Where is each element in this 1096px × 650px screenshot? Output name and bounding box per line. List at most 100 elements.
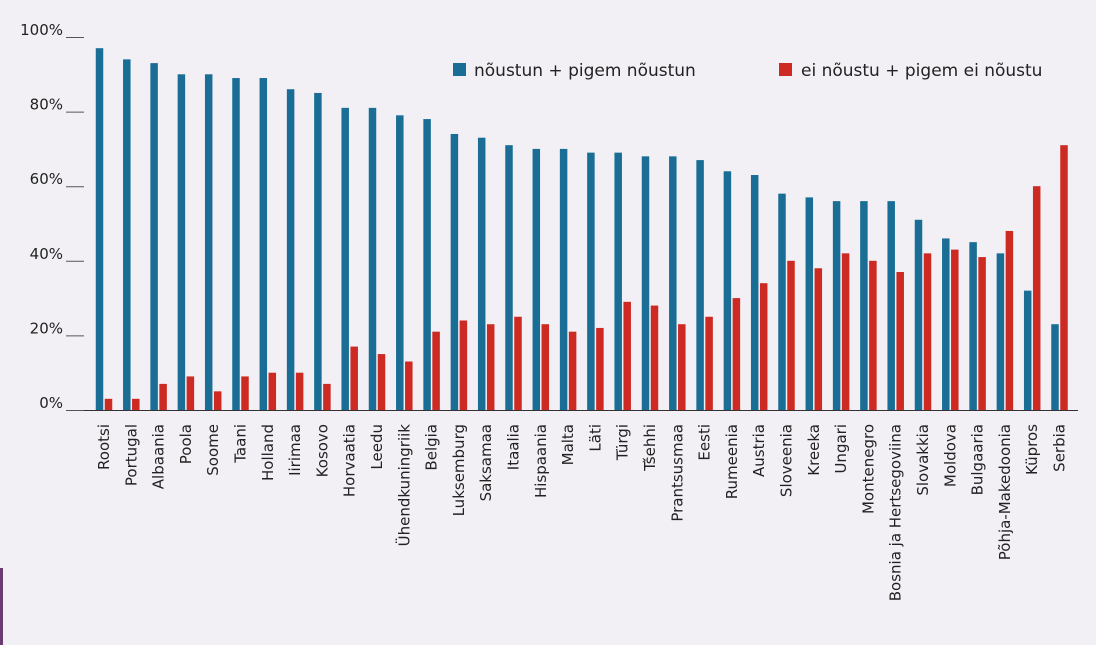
bar-agree-1	[95, 48, 104, 410]
x-tick-label: Bulgaaria	[969, 424, 987, 495]
bar-disagree-10	[350, 346, 358, 410]
x-tick-label: Türgi	[614, 424, 632, 461]
x-tick-label: Tšehhi	[641, 424, 659, 472]
bar-agree-15	[477, 137, 486, 410]
legend-label-agree: nõustun + pigem nõustun	[474, 61, 696, 81]
bar-agree-16	[505, 145, 513, 411]
x-tick-label: Rumeenia	[723, 424, 741, 499]
bar-disagree-2	[132, 398, 140, 410]
bar-agree-30	[887, 201, 895, 410]
bar-disagree-31	[923, 253, 932, 410]
bar-agree-33	[969, 242, 977, 410]
bar-agree-34	[996, 253, 1005, 410]
x-tick-label: Montenegro	[859, 424, 877, 514]
x-tick-label: Holland	[259, 424, 277, 481]
x-tick-label: Hispaania	[532, 424, 550, 498]
bar-disagree-14	[459, 320, 468, 410]
bar-disagree-15	[486, 324, 495, 410]
bar-agree-26	[778, 193, 786, 410]
x-tick-label: Soome	[204, 424, 222, 476]
bar-disagree-34	[1005, 230, 1014, 410]
x-tick-label: Albaania	[150, 424, 168, 489]
bar-disagree-21	[650, 305, 659, 410]
x-tick-label: Portugal	[122, 424, 140, 486]
bar-disagree-9	[323, 383, 331, 410]
bar-disagree-23	[705, 316, 713, 410]
x-tick-label: Ühendkuningriik	[394, 424, 413, 547]
bar-disagree-11	[377, 354, 386, 410]
legend-label-disagree: ei nõustu + pigem ei nõustu	[801, 61, 1042, 81]
x-tick-label: Põhja-Makedoonia	[996, 424, 1014, 560]
bar-agree-23	[696, 160, 704, 410]
x-tick-label: Läti	[586, 424, 604, 452]
x-tick-label: Bosnia ja Hertsegoviina	[887, 424, 905, 601]
bar-agree-36	[1051, 324, 1059, 410]
bar-disagree-6	[241, 376, 249, 410]
bar-disagree-33	[978, 257, 986, 410]
x-tick-label: Küpros	[1023, 424, 1041, 475]
x-tick-label: Austria	[750, 424, 768, 477]
bar-agree-2	[123, 59, 131, 410]
bar-disagree-24	[732, 298, 741, 410]
bar-agree-32	[942, 238, 950, 410]
x-tick-label: Iirimaa	[286, 424, 304, 476]
x-tick-label: Kreeka	[805, 424, 823, 476]
bar-disagree-18	[568, 331, 577, 410]
bar-agree-35	[1023, 290, 1032, 410]
bar-agree-9	[314, 92, 322, 410]
x-tick-label: Taani	[232, 424, 250, 464]
y-tick-label: 0%	[39, 394, 63, 412]
bar-agree-14	[450, 133, 459, 411]
bar-disagree-29	[869, 260, 877, 410]
y-tick-label: 60%	[30, 170, 63, 188]
bar-disagree-5	[213, 391, 222, 410]
bar-agree-27	[805, 197, 814, 410]
bar-disagree-27	[814, 268, 823, 410]
x-tick-label: Serbia	[1051, 424, 1069, 472]
bar-agree-6	[232, 78, 240, 410]
bar-disagree-13	[432, 331, 440, 410]
x-tick-label: Itaalia	[505, 424, 523, 470]
bar-agree-25	[750, 175, 759, 410]
bar-disagree-32	[951, 249, 959, 410]
bar-agree-12	[396, 115, 404, 410]
bar-disagree-26	[787, 260, 795, 410]
legend-swatch-disagree	[779, 63, 792, 76]
bar-agree-4	[177, 74, 186, 411]
bar-disagree-28	[841, 253, 850, 410]
bar-agree-24	[723, 171, 732, 410]
bar-disagree-4	[186, 376, 195, 410]
y-tick-label: 20%	[30, 319, 63, 337]
bar-agree-19	[587, 152, 595, 410]
bar-disagree-17	[541, 324, 550, 410]
bar-agree-5	[204, 74, 213, 411]
bar-disagree-16	[514, 316, 522, 410]
x-tick-label: Saksamaa	[477, 424, 495, 501]
bar-agree-11	[368, 107, 377, 411]
bar-disagree-35	[1032, 186, 1041, 410]
x-tick-label: Prantsusmaa	[668, 424, 686, 522]
x-tick-label: Leedu	[368, 424, 386, 470]
bar-disagree-12	[405, 361, 413, 410]
y-tick-label: 80%	[30, 96, 63, 114]
bar-disagree-20	[623, 301, 631, 410]
bar-agree-28	[832, 201, 841, 410]
bar-agree-8	[286, 89, 295, 410]
bar-agree-20	[614, 152, 622, 410]
bar-agree-13	[423, 119, 431, 410]
y-axis: 0% 20% 40% 60% 80% 100%	[20, 21, 1078, 412]
bar-agree-17	[532, 148, 541, 410]
y-tick-label: 40%	[30, 245, 63, 263]
x-tick-label: Sloveenia	[778, 424, 796, 497]
x-tick-label: Eesti	[696, 424, 714, 461]
bar-agree-18	[559, 148, 568, 410]
bar-disagree-8	[295, 372, 304, 410]
bar-agree-10	[341, 107, 349, 411]
x-axis-labels: Rootsi Portugal Albaania Poola Soome Taani Hol…	[95, 424, 1069, 602]
bar-disagree-22	[678, 324, 686, 410]
legend-swatch-agree	[453, 63, 466, 76]
x-tick-label: Horvaatia	[341, 424, 359, 497]
legend: nõustun + pigem nõustun ei nõustu + pige…	[453, 61, 1042, 81]
bar-agree-22	[669, 156, 677, 410]
